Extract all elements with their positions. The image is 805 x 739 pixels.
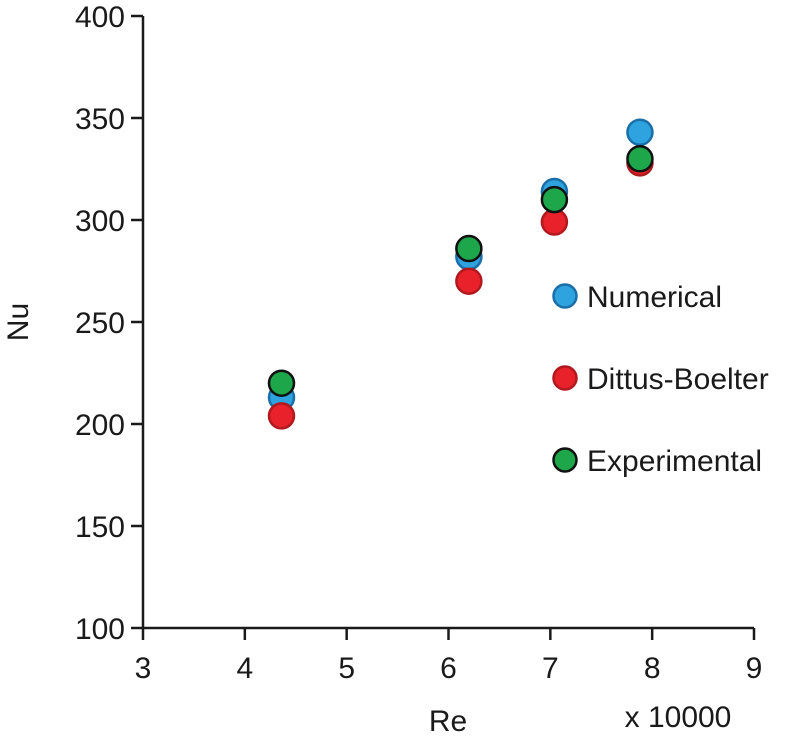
- x-tick-label: 5: [338, 652, 355, 685]
- y-tick-label: 200: [75, 409, 125, 442]
- experimental-point: [267, 369, 296, 397]
- dittus-boelter-point: [455, 267, 483, 295]
- ticks: [131, 14, 756, 640]
- tick-labels: 100 150 200 250 300 350 400 3 4 5 6 7 8 9: [75, 1, 762, 685]
- legend-marker-dittus-boelter: [552, 365, 578, 391]
- x-axis-label: Re: [429, 705, 467, 738]
- x-tick-label: 4: [236, 652, 253, 685]
- legend-marker-numerical: [552, 283, 578, 309]
- legend-marker-experimental: [552, 447, 578, 473]
- legend: Numerical Dittus-Boelter Experimental: [552, 281, 769, 478]
- experimental-point: [626, 145, 654, 173]
- x-tick-label: 6: [440, 652, 457, 685]
- x-multiplier-label: x 10000: [625, 701, 732, 734]
- y-tick-label: 350: [75, 103, 125, 136]
- experimental-point: [455, 234, 483, 263]
- y-tick-label: 250: [75, 307, 125, 340]
- y-tick-label: 400: [75, 1, 125, 34]
- dittus-boelter-point: [267, 402, 296, 430]
- axes: [141, 16, 754, 630]
- y-tick-label: 300: [75, 205, 125, 238]
- x-tick-label: 7: [542, 652, 559, 685]
- legend-label-dittus-boelter: Dittus-Boelter: [587, 363, 769, 396]
- y-axis-label: Nu: [2, 303, 35, 341]
- x-tick-label: 3: [135, 652, 152, 685]
- data-points: [267, 118, 654, 430]
- x-tick-label: 9: [746, 652, 763, 685]
- y-tick-label: 100: [75, 613, 125, 646]
- numerical-point: [626, 118, 654, 147]
- experimental-point: [540, 185, 569, 214]
- series-experimental: [267, 145, 654, 397]
- legend-label-experimental: Experimental: [587, 445, 762, 478]
- y-tick-label: 150: [75, 511, 125, 544]
- x-tick-label: 8: [644, 652, 661, 685]
- legend-label-numerical: Numerical: [587, 281, 722, 314]
